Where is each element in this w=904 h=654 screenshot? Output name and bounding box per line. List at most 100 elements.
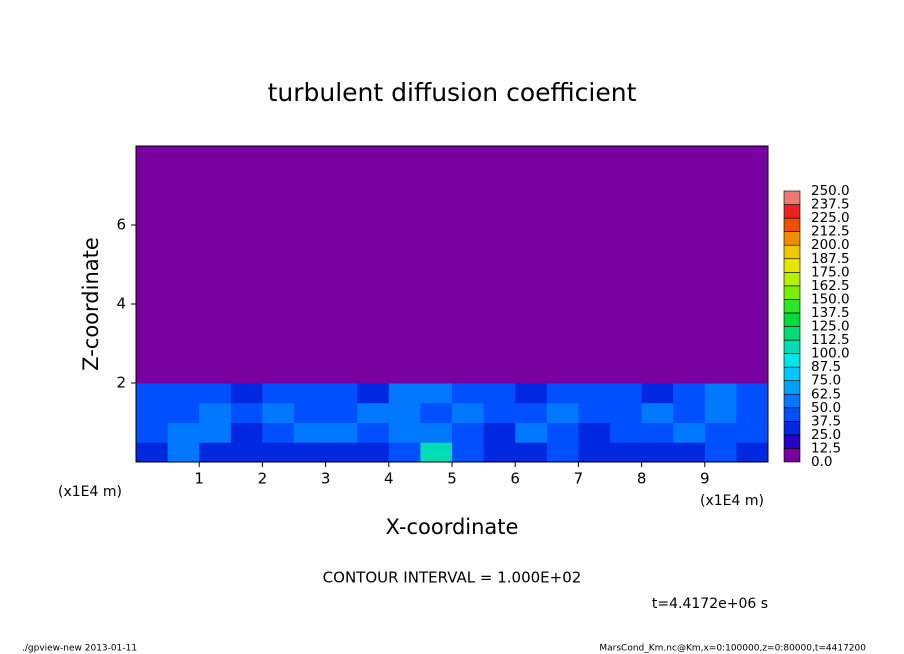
cell <box>578 146 611 384</box>
cell <box>452 422 485 443</box>
cell <box>641 442 674 463</box>
cell <box>483 402 516 423</box>
y-tick-label: 4 <box>116 295 126 313</box>
cell <box>578 422 611 443</box>
cell <box>483 422 516 443</box>
cell <box>673 442 706 463</box>
cell <box>578 442 611 463</box>
colorbar-swatch <box>783 285 801 300</box>
chart-title: turbulent diffusion coefficient <box>268 78 637 107</box>
cell <box>199 146 232 384</box>
x-tick-label: 4 <box>384 470 394 488</box>
cell <box>420 422 453 443</box>
cell <box>546 442 579 463</box>
cell <box>704 402 737 423</box>
colorbar-swatch <box>783 244 801 260</box>
cell <box>357 146 390 384</box>
cell <box>262 383 295 404</box>
colorbar-swatch <box>783 217 801 232</box>
colorbar-label: 175.0 <box>811 264 850 280</box>
cell <box>736 383 769 404</box>
x-tick-label: 7 <box>574 470 584 488</box>
colorbar-label: 187.5 <box>811 251 850 267</box>
cell <box>483 146 516 384</box>
cell <box>515 146 548 384</box>
colorbar-label: 37.5 <box>811 413 841 429</box>
cell <box>294 422 327 443</box>
colorbar-label: 62.5 <box>811 386 841 402</box>
cell <box>736 402 769 423</box>
colorbar-label: 200.0 <box>811 237 850 253</box>
colorbar-label: 12.5 <box>811 440 841 456</box>
colorbar-swatch <box>783 231 801 246</box>
colorbar-swatch <box>783 353 801 368</box>
x-tick-label: 5 <box>447 470 457 488</box>
footer-left: ./gpview-new 2013-01-11 <box>22 644 137 654</box>
cell <box>388 422 421 443</box>
x-axis-label: X-coordinate <box>386 515 519 539</box>
contour-interval: CONTOUR INTERVAL = 1.000E+02 <box>323 569 582 587</box>
cell <box>515 442 548 463</box>
cell <box>673 402 706 423</box>
cell <box>578 402 611 423</box>
colorbar-label: 87.5 <box>811 359 841 375</box>
cell <box>546 422 579 443</box>
colorbar-swatch <box>783 434 801 449</box>
cell <box>325 383 358 404</box>
time-label: t=4.4172e+06 s <box>652 596 768 612</box>
cell <box>673 422 706 443</box>
cell <box>578 383 611 404</box>
cell <box>610 146 643 384</box>
x-tick-label: 1 <box>194 470 204 488</box>
colorbar-swatch <box>783 339 801 354</box>
x-tick-label: 6 <box>510 470 520 488</box>
cell <box>483 383 516 404</box>
cell <box>199 402 232 423</box>
cell <box>546 402 579 423</box>
cell <box>325 442 358 463</box>
cell <box>641 383 674 404</box>
cell <box>357 383 390 404</box>
colorbar-label: 25.0 <box>811 427 841 443</box>
colorbar-label: 50.0 <box>811 400 841 416</box>
colorbar-label: 225.0 <box>811 210 850 226</box>
cell <box>230 422 263 443</box>
colorbar-label: 250.0 <box>811 183 850 199</box>
colorbar-swatch <box>783 326 801 341</box>
cell <box>388 442 421 463</box>
cell <box>167 383 200 404</box>
colorbar-swatch <box>783 299 801 314</box>
cell <box>452 146 485 384</box>
cell <box>325 402 358 423</box>
cell <box>167 146 200 384</box>
cell <box>325 422 358 443</box>
cell <box>357 442 390 463</box>
cell <box>420 442 453 463</box>
colorbar-swatch <box>783 271 801 287</box>
x-unit: (x1E4 m) <box>58 484 122 500</box>
colorbar-label: 75.0 <box>811 373 841 389</box>
cell <box>199 383 232 404</box>
colorbar-label: 212.5 <box>811 224 850 240</box>
colorbar-swatch <box>783 380 801 395</box>
cell <box>420 146 453 384</box>
cell <box>262 442 295 463</box>
cell <box>483 442 516 463</box>
cell <box>515 383 548 404</box>
cell <box>452 383 485 404</box>
cell <box>420 383 453 404</box>
colorbar-swatch <box>783 366 801 381</box>
cell <box>388 383 421 404</box>
cell <box>294 442 327 463</box>
cell <box>452 402 485 423</box>
cell <box>704 442 737 463</box>
cell <box>294 146 327 384</box>
cell <box>641 422 674 443</box>
colorbar-label: 100.0 <box>811 346 850 362</box>
cell <box>515 422 548 443</box>
x-tick-label: 3 <box>321 470 331 488</box>
cell <box>673 383 706 404</box>
cell <box>167 442 200 463</box>
cell <box>420 402 453 423</box>
